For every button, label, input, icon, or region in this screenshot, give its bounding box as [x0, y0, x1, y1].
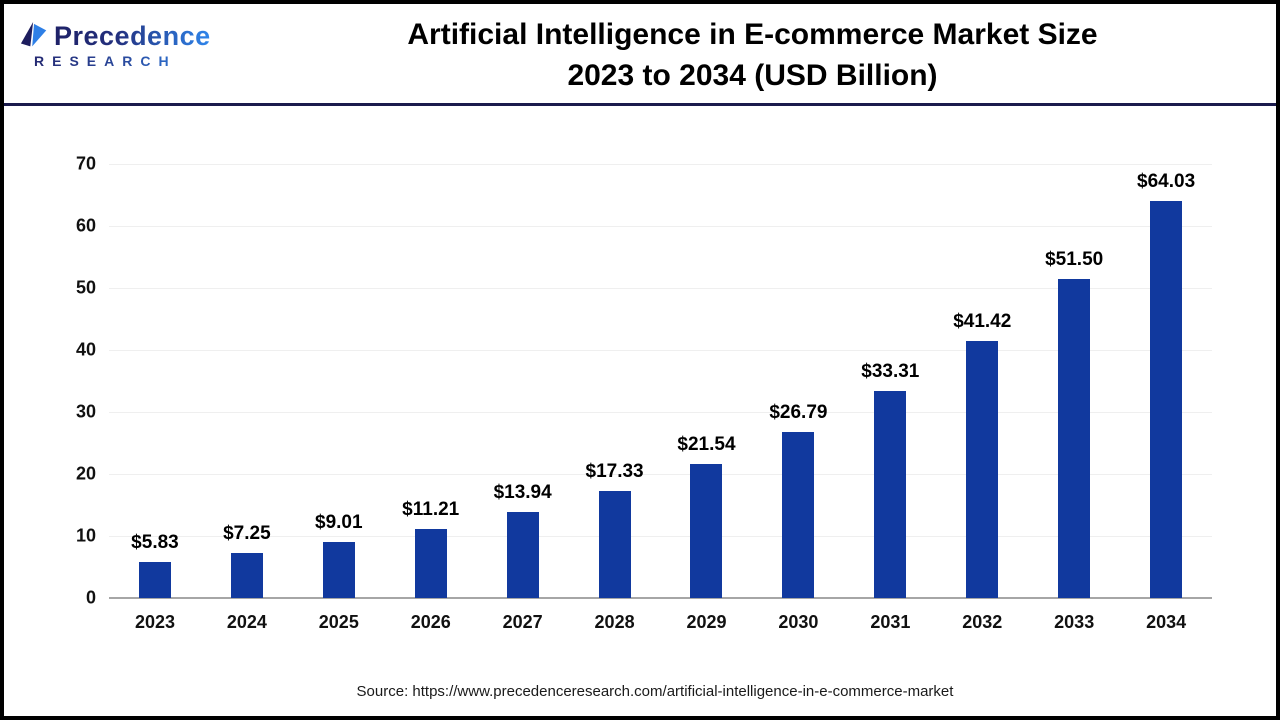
bar-value-label: $64.03 — [1137, 171, 1196, 193]
bar-2033 — [1058, 278, 1091, 598]
bar-column: $7.25 — [201, 164, 293, 598]
y-tick-label: 0 — [85, 587, 96, 608]
bar-2025 — [322, 542, 355, 598]
bar-column: $11.21 — [385, 164, 477, 598]
bar-2028 — [598, 490, 631, 598]
bar-value-label: $9.01 — [315, 512, 363, 534]
bar-2027 — [506, 511, 539, 598]
title-line-1: Artificial Intelligence in E-commerce Ma… — [407, 18, 1098, 51]
x-tick-label-2031: 2031 — [870, 612, 911, 632]
bar-column: $21.54 — [661, 164, 753, 598]
x-axis-labels: 2023 2024 2025 2026 2027 2028 2029 2030 2031 2032… — [109, 612, 1212, 633]
bar-value-label: $26.79 — [769, 401, 828, 423]
header-divider — [4, 103, 1276, 106]
x-tick-label-2023: 2023 — [134, 612, 175, 632]
x-tick-label-2024: 2024 — [226, 612, 267, 632]
bar-column: $9.01 — [293, 164, 385, 598]
bar-column: $13.94 — [477, 164, 569, 598]
gridline — [109, 288, 1212, 289]
x-tick-label-2033: 2033 — [1054, 612, 1095, 632]
x-tick-label-2032: 2032 — [962, 612, 1003, 632]
bar-2034 — [1150, 201, 1183, 598]
bar-value-label: $7.25 — [223, 523, 271, 545]
header: Precedence RESEARCH Artificial Intellige… — [4, 4, 1276, 103]
y-tick-label: 70 — [75, 153, 96, 174]
bar-2031 — [874, 391, 907, 598]
chart-section: 0 10 20 30 40 50 60 70 $5.83 $7.25 $9.01 $11.21 $13… — [4, 106, 1276, 716]
bar-column: $64.03 — [1120, 164, 1212, 598]
title-line-2: 2023 to 2034 (USD Billion) — [567, 59, 938, 92]
bar-2026 — [414, 528, 447, 598]
bar-column: $26.79 — [752, 164, 844, 598]
y-tick-label: 40 — [75, 339, 96, 360]
bar-column: $17.33 — [569, 164, 661, 598]
x-tick-label-2030: 2030 — [778, 612, 819, 632]
brand-name: Precedence — [54, 20, 211, 51]
bar-column: $5.83 — [109, 164, 201, 598]
bar-2032 — [966, 341, 999, 598]
axis-baseline — [109, 597, 1212, 599]
bar-value-label: $51.50 — [1045, 248, 1104, 270]
bar-column: $41.42 — [936, 164, 1028, 598]
bar-value-label: $13.94 — [493, 481, 552, 503]
y-tick-label: 60 — [75, 215, 96, 236]
bar-value-label: $21.54 — [677, 434, 736, 456]
x-tick-label-2029: 2029 — [686, 612, 727, 632]
bar-column: $33.31 — [844, 164, 936, 598]
bar-column: $51.50 — [1028, 164, 1120, 598]
bar-2024 — [230, 553, 263, 598]
source-text: Source: https://www.precedenceresearch.c… — [356, 683, 954, 700]
y-tick-label: 20 — [75, 463, 96, 484]
brand-logo: Precedence RESEARCH — [20, 20, 211, 69]
bar-value-label: $33.31 — [861, 361, 920, 383]
gridline — [109, 412, 1212, 413]
gridline — [109, 536, 1212, 537]
y-axis-labels: 0 10 20 30 40 50 60 70 — [48, 154, 96, 608]
y-tick-label: 50 — [75, 277, 96, 298]
gridline — [109, 350, 1212, 351]
bar-2029 — [690, 464, 723, 598]
y-tick-label: 10 — [75, 525, 96, 546]
bar-2023 — [138, 561, 171, 598]
bar-value-label: $11.21 — [402, 498, 460, 520]
x-tick-label-2025: 2025 — [318, 612, 359, 632]
x-tick-label-2028: 2028 — [594, 612, 635, 632]
gridline — [109, 164, 1212, 165]
bars-row: $5.83 $7.25 $9.01 $11.21 $13.94 $17.33 $21.54 $… — [109, 164, 1212, 598]
brand-subname: RESEARCH — [20, 53, 211, 69]
plot-area: $5.83 $7.25 $9.01 $11.21 $13.94 $17.33 $21.54 $… — [109, 164, 1212, 599]
x-tick-label-2034: 2034 — [1146, 612, 1187, 632]
page-title: Artificial Intelligence in E-commerce Ma… — [229, 4, 1276, 96]
x-tick-label-2026: 2026 — [410, 612, 451, 632]
bar-value-label: $41.42 — [953, 311, 1012, 333]
gridline — [109, 474, 1212, 475]
precedence-sail-icon — [20, 20, 50, 52]
y-tick-label: 30 — [75, 401, 96, 422]
bar-2030 — [782, 431, 815, 598]
bar-value-label: $17.33 — [585, 460, 644, 482]
gridline — [109, 226, 1212, 227]
x-tick-label-2027: 2027 — [502, 612, 543, 632]
bar-value-label: $5.83 — [131, 531, 179, 553]
